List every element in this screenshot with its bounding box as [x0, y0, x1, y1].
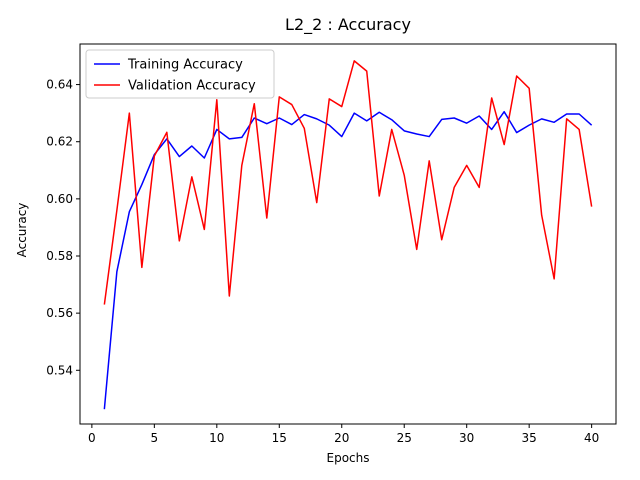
y-axis-label: Accuracy — [15, 203, 29, 258]
series-line-training-accuracy — [103, 110, 593, 410]
plot-area — [103, 60, 593, 410]
x-axis-ticks: 0 5 10 15 20 25 30 35 40 — [88, 424, 599, 445]
y-tick-label: 0.58 — [46, 249, 73, 263]
x-tick-label: 0 — [88, 431, 96, 445]
y-axis-ticks: 0.54 0.56 0.58 0.60 0.62 0.64 — [46, 78, 80, 377]
x-tick-label: 35 — [522, 431, 537, 445]
series-line-validation-accuracy — [103, 60, 593, 305]
x-tick-label: 40 — [584, 431, 599, 445]
y-tick-label: 0.54 — [46, 363, 73, 377]
x-tick-label: 20 — [334, 431, 349, 445]
y-tick-label: 0.60 — [46, 192, 73, 206]
y-tick-label: 0.64 — [46, 78, 73, 92]
legend-label: Validation Accuracy — [128, 79, 256, 94]
legend: Training Accuracy Validation Accuracy — [85, 49, 275, 99]
x-tick-label: 5 — [151, 431, 159, 445]
legend-label: Training Accuracy — [127, 58, 243, 73]
y-tick-label: 0.62 — [46, 135, 73, 149]
axes-frame — [79, 43, 617, 425]
y-tick-label: 0.56 — [46, 306, 73, 320]
x-tick-label: 30 — [459, 431, 474, 445]
legend-box — [85, 49, 275, 99]
x-tick-label: 15 — [272, 431, 287, 445]
chart-title: L2_2 : Accuracy — [285, 15, 411, 35]
x-axis-label: Epochs — [327, 451, 370, 465]
x-tick-label: 25 — [397, 431, 412, 445]
x-tick-label: 10 — [209, 431, 224, 445]
